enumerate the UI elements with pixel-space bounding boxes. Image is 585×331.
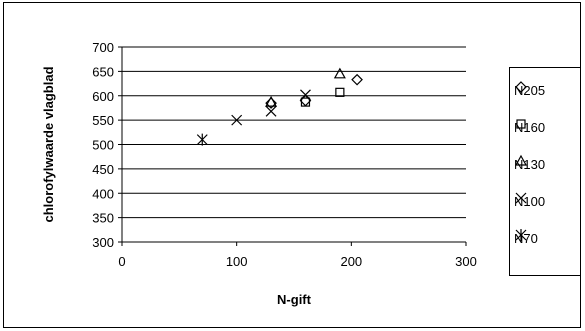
y-tick-label: 600 — [92, 89, 114, 104]
data-point-n160 — [300, 97, 311, 107]
y-axis-title: chlorofylwaarde vlagblad — [41, 66, 56, 222]
legend-item-n160: N160 — [514, 117, 545, 137]
chart-frame — [3, 2, 581, 328]
y-tick-label: 650 — [92, 64, 114, 79]
data-point-n130 — [265, 95, 278, 107]
x-tick-label: 200 — [340, 254, 362, 269]
legend-symbol — [515, 192, 527, 204]
x-tick-label: 300 — [455, 254, 477, 269]
y-tick-label: 550 — [92, 113, 114, 128]
data-point-n205 — [265, 97, 277, 109]
legend-symbol — [515, 229, 527, 241]
legend-item-n205: N205 — [514, 80, 545, 100]
y-tick-label: 300 — [92, 235, 114, 250]
data-point-n205 — [351, 73, 363, 86]
legend-symbol — [515, 81, 527, 93]
legend-marker-x — [515, 192, 527, 204]
legend-marker-star — [515, 229, 527, 241]
data-point-n130 — [333, 67, 346, 79]
legend-item-n70: N70 — [514, 228, 538, 248]
data-point-n100 — [265, 105, 277, 117]
data-point-n100 — [231, 114, 243, 126]
data-point-n100 — [300, 89, 311, 101]
legend-symbol — [516, 119, 526, 129]
chart-legend: N205 N160 N130 N100 N70 — [509, 67, 581, 276]
legend-label: N160 — [514, 119, 546, 135]
y-tick-label: 400 — [92, 186, 114, 201]
legend-item-n100: N100 — [514, 191, 545, 211]
x-tick-label: 100 — [226, 254, 248, 269]
y-tick-label: 350 — [92, 211, 114, 226]
y-tick-label: 700 — [92, 40, 114, 55]
legend-marker-diamond — [515, 81, 527, 93]
x-tick-label: 0 — [118, 254, 125, 269]
legend-symbol — [514, 154, 528, 166]
x-axis-title: N-gift — [277, 292, 312, 307]
legend-label: N205 — [514, 82, 546, 98]
legend-item-n130: N130 — [514, 154, 545, 174]
legend-marker-triangle — [514, 154, 528, 166]
data-point-n70 — [196, 133, 208, 146]
legend-label: N130 — [514, 156, 546, 172]
legend-marker-square — [516, 119, 526, 129]
y-tick-label: 450 — [92, 162, 114, 177]
y-tick-label: 500 — [92, 138, 114, 153]
data-point-n160 — [335, 87, 345, 97]
